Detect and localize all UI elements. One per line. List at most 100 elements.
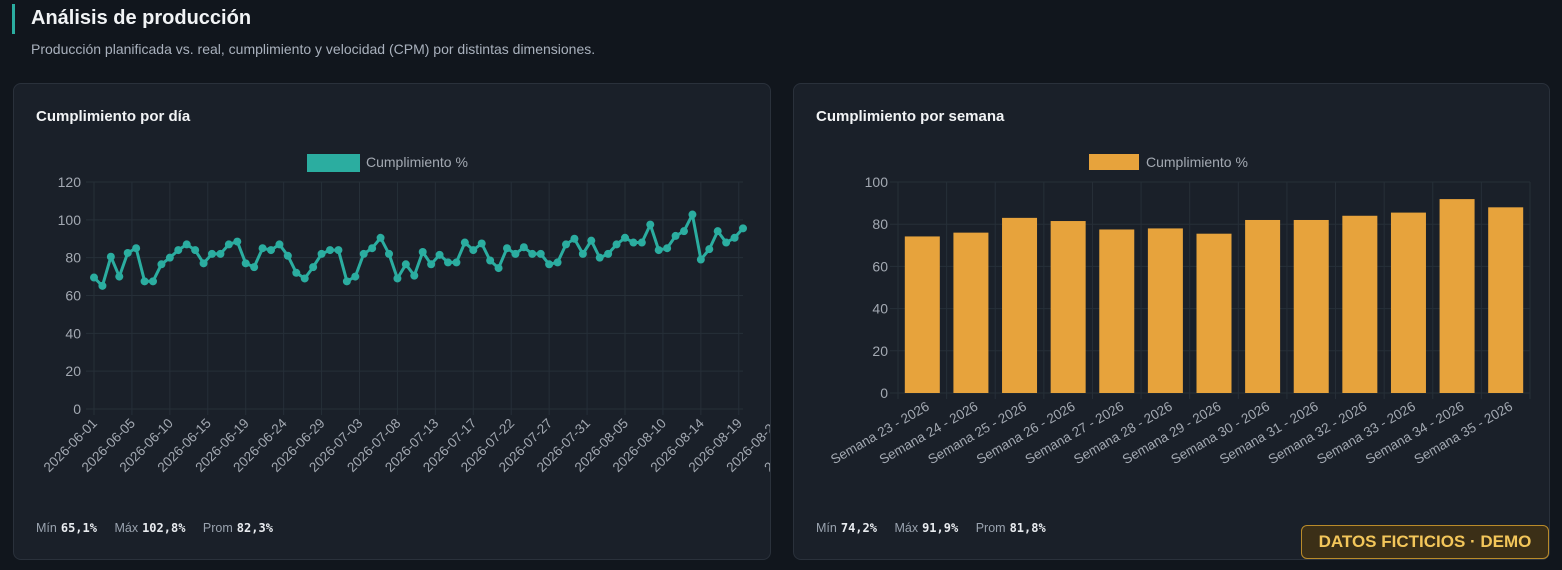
bar xyxy=(1439,199,1475,393)
page-subtitle: Producción planificada vs. real, cumplim… xyxy=(31,41,596,57)
min-label: Mín xyxy=(816,521,837,535)
data-point xyxy=(132,244,141,253)
data-point xyxy=(149,277,157,286)
data-point xyxy=(267,246,275,255)
data-point xyxy=(452,258,461,267)
max-value: 102,8% xyxy=(142,521,186,535)
data-point xyxy=(595,253,604,262)
data-point xyxy=(216,249,225,258)
daily-compliance-card: Cumplimiento por día Cumplimiento % 0 20 40… xyxy=(13,83,771,560)
data-point xyxy=(393,274,402,283)
y-tick-label: 20 xyxy=(65,363,81,379)
legend-swatch xyxy=(1089,154,1139,170)
avg-label: Prom xyxy=(202,521,233,535)
data-point xyxy=(241,259,250,268)
data-point xyxy=(165,253,174,262)
legend-swatch xyxy=(307,154,360,172)
data-point xyxy=(275,240,284,249)
data-point xyxy=(553,258,562,267)
data-point xyxy=(477,239,486,248)
y-tick-label: 100 xyxy=(865,174,889,190)
data-point xyxy=(410,271,419,280)
y-tick-label: 80 xyxy=(872,216,888,232)
bar xyxy=(1293,219,1329,393)
legend-label: Cumplimiento % xyxy=(366,154,468,170)
data-point xyxy=(604,249,613,258)
bar xyxy=(1099,229,1135,393)
data-point xyxy=(444,258,452,267)
y-tick-label: 0 xyxy=(73,401,81,417)
data-point xyxy=(494,264,503,273)
y-tick-label: 40 xyxy=(65,325,81,341)
data-point xyxy=(637,238,646,247)
data-point xyxy=(536,249,545,258)
data-point xyxy=(300,274,309,283)
bar xyxy=(1196,233,1232,393)
avg-value: 81,8% xyxy=(1009,521,1046,535)
data-point xyxy=(739,224,747,233)
data-point xyxy=(730,233,739,242)
data-point xyxy=(368,244,377,253)
data-point xyxy=(562,240,570,249)
bar xyxy=(1147,228,1183,393)
data-point xyxy=(317,249,326,258)
y-tick-label: 0 xyxy=(880,385,888,401)
weekly-compliance-card: Cumplimiento por semana Cumplimiento % 0 2… xyxy=(793,83,1550,560)
page-header: Análisis de producción Producción planif… xyxy=(12,4,1542,64)
card-title: Cumplimiento por semana xyxy=(816,108,1005,125)
data-point xyxy=(486,256,495,265)
data-point xyxy=(503,244,511,253)
data-point xyxy=(326,246,334,255)
data-point xyxy=(545,260,554,269)
data-point xyxy=(427,260,436,269)
data-point xyxy=(98,281,107,290)
data-point xyxy=(612,240,621,249)
data-point xyxy=(663,244,672,253)
daily-compliance-line-chart[interactable]: Cumplimiento %0204060801001202026-06-012… xyxy=(14,84,770,514)
bar xyxy=(1050,221,1086,393)
y-tick-label: 20 xyxy=(872,343,888,359)
data-point xyxy=(376,233,385,242)
daily-stats: Mín 65,1% Máx 102,8% Prom 82,3% xyxy=(36,521,287,535)
data-point xyxy=(342,277,351,286)
data-point xyxy=(233,237,242,246)
data-point xyxy=(435,250,444,259)
data-point xyxy=(401,260,410,269)
min-label: Mín xyxy=(36,521,57,535)
max-label: Máx xyxy=(894,521,919,535)
header-accent-bar xyxy=(12,4,15,34)
y-tick-label: 60 xyxy=(65,288,81,304)
data-point xyxy=(705,245,714,254)
data-point xyxy=(283,251,292,260)
weekly-stats: Mín 74,2% Máx 91,9% Prom 81,8% xyxy=(816,521,1060,535)
y-tick-label: 100 xyxy=(58,212,82,228)
card-title: Cumplimiento por día xyxy=(36,108,191,125)
avg-value: 82,3% xyxy=(236,521,273,535)
data-point xyxy=(519,243,528,252)
bar xyxy=(953,232,989,393)
data-point xyxy=(174,246,183,255)
data-point xyxy=(696,255,705,264)
bar xyxy=(1390,212,1426,393)
data-point xyxy=(511,249,520,258)
data-point xyxy=(629,238,638,247)
data-point xyxy=(191,246,200,255)
data-point xyxy=(570,234,579,243)
bar xyxy=(1245,219,1281,393)
legend-label: Cumplimiento % xyxy=(1146,154,1248,170)
data-point xyxy=(250,263,259,272)
data-point xyxy=(123,248,132,257)
data-point xyxy=(208,249,216,258)
data-point xyxy=(351,272,360,281)
data-point xyxy=(688,210,697,219)
data-point xyxy=(680,227,688,236)
data-point xyxy=(199,259,208,268)
data-point xyxy=(258,244,267,253)
data-point xyxy=(671,231,680,240)
data-point xyxy=(90,273,98,282)
data-point xyxy=(385,249,393,258)
data-point xyxy=(182,240,191,249)
data-point xyxy=(224,240,233,249)
avg-label: Prom xyxy=(975,521,1006,535)
